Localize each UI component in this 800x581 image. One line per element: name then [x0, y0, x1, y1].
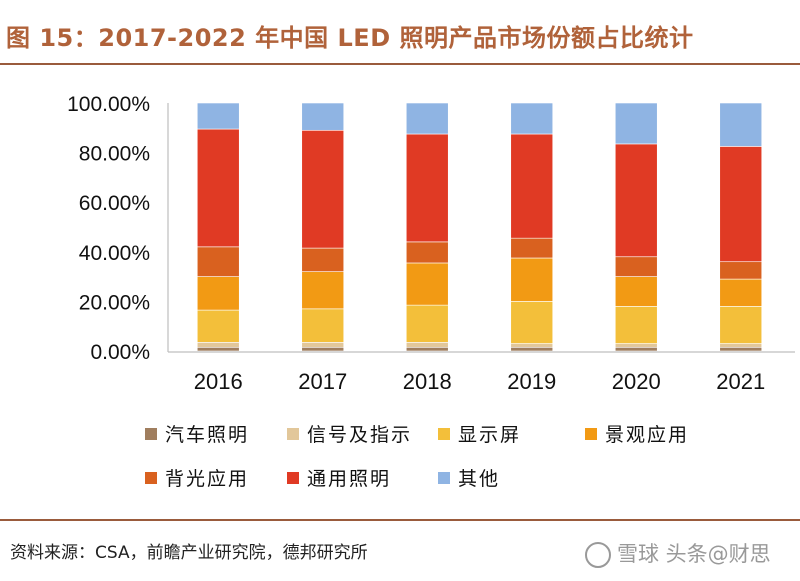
bar-segment — [196, 128, 240, 248]
bar-segment — [614, 143, 658, 258]
watermark-text: 雪球 头条@财思 — [617, 542, 771, 566]
bar-segment — [196, 276, 240, 311]
bar-segment — [196, 246, 240, 277]
x-tick-label: 2017 — [298, 369, 347, 394]
bar-segment — [614, 276, 658, 307]
bar-segment — [405, 241, 449, 264]
bar-segment — [301, 308, 345, 343]
x-tick-label: 2019 — [507, 369, 556, 394]
bar-segment — [719, 102, 763, 147]
watermark: 雪球 头条@财思 — [585, 538, 771, 568]
bar-segment — [510, 133, 554, 239]
bar-segment — [405, 262, 449, 306]
bar-segment — [510, 237, 554, 259]
legend-swatch — [287, 428, 299, 440]
x-axis: 2016 2017 2018 2019 2020 2021 — [168, 351, 795, 394]
y-tick-label: 80.00% — [79, 143, 150, 166]
legend-label: 其他 — [458, 468, 500, 490]
bar-segment — [719, 146, 763, 263]
bar-segment — [614, 256, 658, 277]
legend-swatch — [145, 472, 157, 484]
bar-segment — [510, 257, 554, 302]
bar-segment — [614, 343, 658, 348]
bar-segment — [301, 342, 345, 348]
stacked-bar-chart: 0.00% 20.00% 40.00% 60.00% 80.00% 100.00% 201… — [67, 93, 795, 490]
bar-segment — [196, 342, 240, 348]
legend-label: 背光应用 — [165, 468, 249, 490]
snowball-logo-icon — [585, 542, 611, 568]
bar-segment — [510, 343, 554, 348]
x-tick-label: 2018 — [403, 369, 452, 394]
bar-segment — [301, 346, 345, 352]
bar-segment — [719, 346, 763, 352]
bar-segment — [614, 306, 658, 344]
bar-segment — [301, 247, 345, 272]
bar-segment — [405, 133, 449, 243]
bar-segment — [405, 304, 449, 343]
x-tick-label: 2021 — [716, 369, 765, 394]
bar-segment — [405, 102, 449, 135]
legend-label: 通用照明 — [307, 468, 391, 490]
legend-swatch — [287, 472, 299, 484]
bar-segment — [301, 271, 345, 310]
bar-segment — [510, 102, 554, 135]
bar-segment — [510, 301, 554, 344]
bar-segment — [196, 346, 240, 352]
x-tick-label: 2016 — [194, 369, 243, 394]
legend-swatch — [145, 428, 157, 440]
legend-label: 显示屏 — [458, 425, 521, 446]
legend-swatch — [585, 428, 597, 440]
bar-segment — [614, 346, 658, 352]
legend-label: 信号及指示 — [307, 424, 412, 446]
bar-segment — [719, 261, 763, 280]
bar-segment — [405, 346, 449, 352]
source-note: 资料来源：CSA，前瞻产业研究院，德邦研究所 — [10, 543, 368, 563]
bar-segment — [719, 278, 763, 307]
bar-segment — [719, 343, 763, 348]
bar-segment — [614, 102, 658, 145]
bar-segment — [301, 102, 345, 131]
x-tick-label: 2020 — [612, 369, 661, 394]
y-tick-label: 100.00% — [67, 93, 150, 116]
y-tick-label: 40.00% — [79, 242, 150, 265]
legend-swatch — [438, 428, 450, 440]
bar-segment — [196, 309, 240, 343]
bar-segment — [719, 306, 763, 344]
legend-label: 汽车照明 — [165, 424, 249, 446]
page-title: 图 15：2017-2022 年中国 LED 照明产品市场份额占比统计 — [6, 24, 694, 52]
y-tick-label: 0.00% — [90, 341, 150, 364]
y-axis: 0.00% 20.00% 40.00% 60.00% 80.00% 100.00% — [67, 93, 169, 364]
legend-swatch — [438, 472, 450, 484]
bar-segment — [405, 342, 449, 348]
title-divider — [0, 63, 800, 65]
bar-segment — [510, 346, 554, 352]
y-tick-label: 20.00% — [79, 291, 150, 314]
legend-label: 景观应用 — [605, 424, 689, 446]
bars — [196, 102, 763, 352]
bar-segment — [301, 129, 345, 249]
bar-segment — [196, 102, 240, 130]
footer-divider — [0, 519, 800, 521]
y-tick-label: 60.00% — [79, 192, 150, 215]
